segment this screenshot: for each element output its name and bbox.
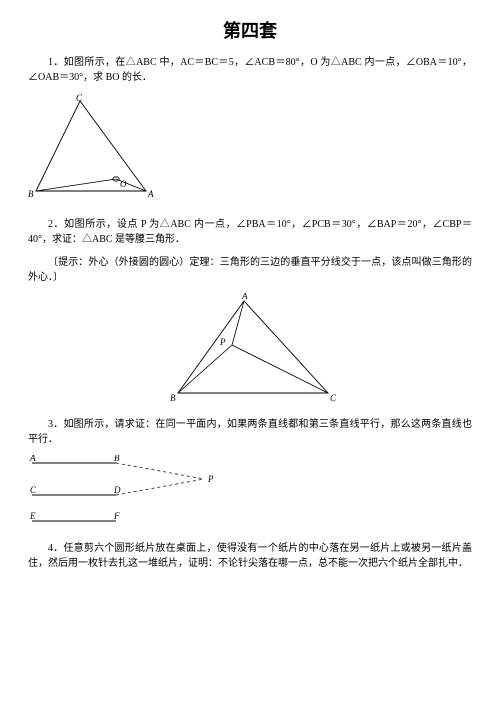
problem-2-hint: 〔提示：外心（外接圆的圆心）定理：三角形的三边的垂直平分线交于一点，该点叫做三角… (28, 255, 472, 285)
figure-3-svg: A B C D E F P (28, 455, 218, 527)
svg-text:P: P (219, 337, 226, 347)
svg-text:C: C (76, 93, 83, 103)
svg-text:A: A (241, 293, 248, 301)
figure-2: A B C P (28, 293, 472, 403)
figure-1: C B A O (28, 93, 472, 203)
svg-text:A: A (147, 189, 154, 199)
problem-2-text: 2．如图所示，设点 P 为△ABC 内一点，∠PBA＝10°，∠PCB＝30°，… (28, 217, 472, 247)
svg-text:P: P (207, 474, 214, 484)
svg-text:E: E (29, 511, 36, 521)
problem-1-text: 1．如图所示，在△ABC 中，AC＝BC＝5，∠ACB＝80°，O 为△ABC … (28, 55, 472, 85)
svg-text:B: B (114, 455, 120, 463)
figure-3: A B C D E F P (28, 455, 472, 527)
svg-text:B: B (28, 189, 34, 199)
svg-text:O: O (120, 179, 127, 189)
figure-2-svg: A B C P (160, 293, 340, 403)
svg-text:D: D (113, 485, 121, 495)
svg-text:A: A (29, 455, 36, 463)
problem-3-text: 3．如图所示，请求证：在同一平面内，如果两条直线都和第三条直线平行，那么这两条直… (28, 417, 472, 447)
svg-text:C: C (30, 485, 37, 495)
svg-text:F: F (113, 511, 120, 521)
page-title: 第四套 (28, 18, 472, 45)
svg-text:C: C (330, 393, 337, 403)
figure-1-svg: C B A O (28, 93, 158, 203)
svg-text:B: B (170, 393, 176, 403)
problem-4-text: 4．任意剪六个圆形纸片放在桌面上，使得没有一个纸片的中心落在另一纸片上或被另一纸… (28, 541, 472, 571)
